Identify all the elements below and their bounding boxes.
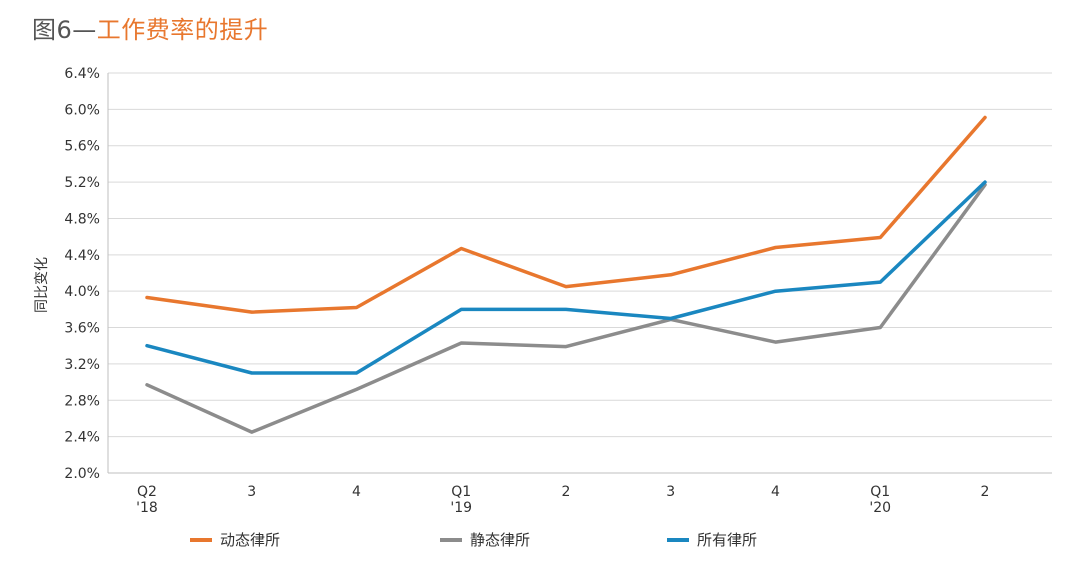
chart-title: 图6—工作费率的提升 [32, 10, 268, 45]
y-tick-label: 2.4% [64, 430, 100, 446]
x-tick-label: 2 [981, 484, 990, 500]
y-tick-label: 4.0% [64, 284, 100, 300]
y-tick-label: 5.2% [64, 175, 100, 191]
series-line [145, 183, 987, 434]
x-tick-label: '19 [450, 500, 472, 516]
x-tick-label: '20 [869, 500, 891, 516]
series-line [145, 180, 987, 375]
x-tick-label: 3 [666, 484, 675, 500]
y-tick-label: 6.0% [64, 102, 100, 118]
title-prefix: 图6— [32, 16, 97, 44]
x-tick-label: Q1 [451, 484, 471, 500]
y-tick-label: 4.4% [64, 248, 100, 264]
x-tick-label: Q2 [137, 484, 157, 500]
y-tick-label: 3.2% [64, 357, 100, 373]
legend-label: 静态律所 [470, 531, 530, 549]
legend-label: 所有律所 [697, 531, 757, 549]
y-tick-label: 3.6% [64, 321, 100, 337]
y-tick-label: 4.8% [64, 211, 100, 227]
y-tick-label: 2.0% [64, 466, 100, 482]
y-axis-label: 同比变化 [34, 257, 50, 313]
x-tick-label: Q1 [870, 484, 890, 500]
title-text: 工作费率的提升 [96, 16, 269, 44]
x-tick-label: 3 [247, 484, 256, 500]
x-tick-label: 2 [562, 484, 571, 500]
x-tick-label: '18 [136, 500, 158, 516]
y-tick-label: 6.4% [64, 66, 100, 82]
legend-label: 动态律所 [220, 531, 280, 549]
y-tick-label: 2.8% [64, 393, 100, 409]
x-tick-label: 4 [771, 484, 780, 500]
series-line [145, 115, 987, 314]
y-tick-label: 5.6% [64, 139, 100, 155]
x-tick-label: 4 [352, 484, 361, 500]
